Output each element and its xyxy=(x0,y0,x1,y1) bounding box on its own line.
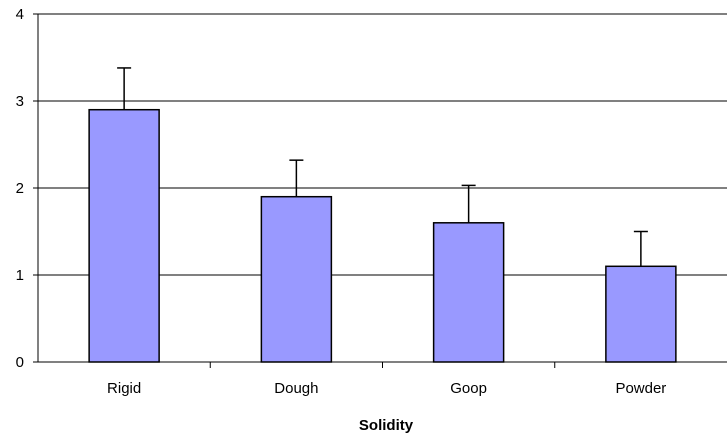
axes xyxy=(33,13,727,368)
x-axis-title: Solidity xyxy=(359,417,414,434)
y-tick-label-0: 0 xyxy=(16,354,24,371)
bar-dough xyxy=(260,195,333,363)
x-tick-label-powder: Powder xyxy=(615,380,666,397)
x-tick-label-rigid: Rigid xyxy=(107,380,141,397)
y-tick-label-1: 1 xyxy=(16,267,24,284)
bar-rigid xyxy=(88,108,160,363)
x-tick-label-dough: Dough xyxy=(274,380,318,397)
x-tick-labels: Rigid Dough Goop Powder xyxy=(107,380,666,397)
bar-powder xyxy=(605,265,677,363)
x-tick-label-goop: Goop xyxy=(450,380,487,397)
y-tick-label-2: 2 xyxy=(16,180,24,197)
bars xyxy=(88,108,677,363)
y-tick-label-4: 4 xyxy=(16,6,24,23)
bar-goop xyxy=(432,222,505,363)
error-bars xyxy=(117,67,648,267)
y-tick-labels: 0 1 2 3 4 xyxy=(16,6,24,371)
y-tick-label-3: 3 xyxy=(16,93,24,110)
